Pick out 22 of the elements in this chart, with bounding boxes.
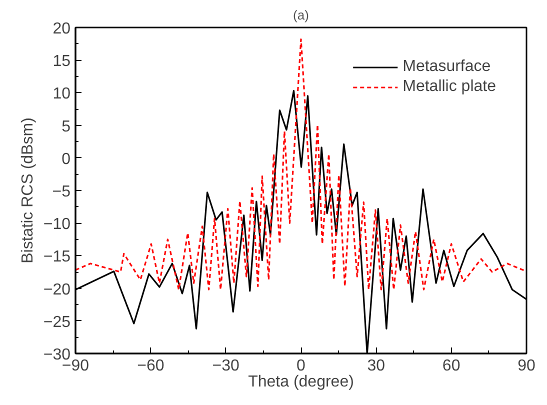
chart-title: (a)	[293, 8, 309, 22]
y-tick-label: −25	[43, 314, 71, 331]
x-axis-title: Theta (degree)	[248, 374, 354, 390]
y-tick-label: 0	[62, 150, 71, 168]
line-series	[76, 38, 526, 290]
y-tick-label: −15	[43, 248, 71, 266]
x-tick-label: 90	[518, 358, 536, 374]
y-tick-label: −20	[43, 281, 71, 298]
legend-label: Metasurface	[402, 58, 491, 76]
x-tick-label: −30	[212, 358, 240, 374]
x-tick-label: 60	[442, 358, 460, 374]
x-tick-label: 0	[296, 358, 306, 374]
legend-label: Metallic plate	[402, 78, 496, 96]
x-tick-label: −60	[137, 358, 164, 374]
x-tick-label: 30	[367, 358, 386, 374]
y-tick-label: 20	[52, 20, 71, 38]
y-tick-label: −10	[43, 216, 71, 234]
y-tick-label: 15	[52, 53, 71, 70]
y-axis-title: Bistatic RCS (dBsm)	[19, 118, 36, 264]
y-tick-label: −5	[52, 184, 71, 200]
y-tick-label: 5	[62, 118, 71, 136]
y-tick-label: 10	[52, 86, 71, 103]
